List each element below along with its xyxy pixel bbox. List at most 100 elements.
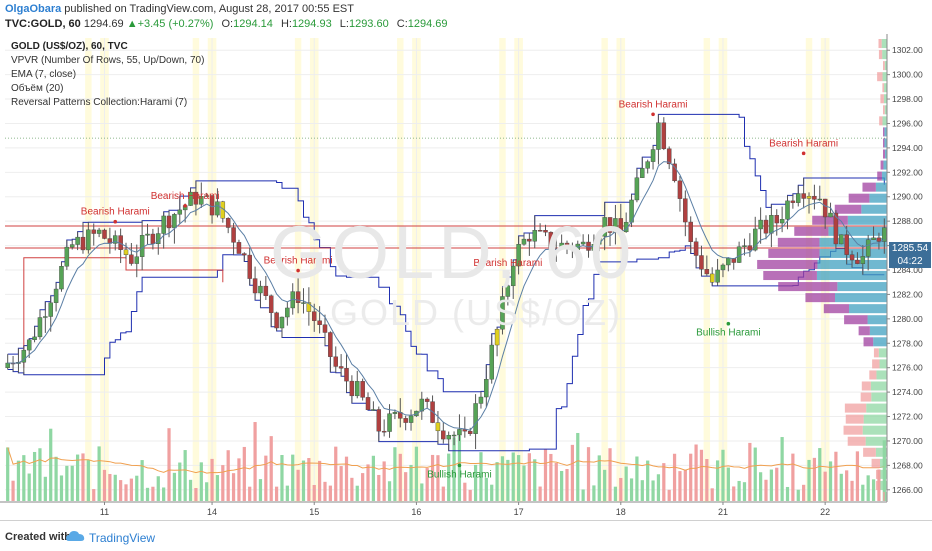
legend-ema[interactable]: EMA (7, close) bbox=[11, 69, 77, 80]
publish-line: OlgaObara published on TradingView.com, … bbox=[5, 3, 354, 15]
candle bbox=[129, 243, 134, 266]
volume-bar bbox=[640, 480, 644, 501]
candle bbox=[91, 223, 96, 246]
volume-bar bbox=[694, 444, 698, 501]
candle bbox=[322, 314, 328, 346]
vp-row-down bbox=[879, 116, 883, 126]
candle-body bbox=[317, 320, 322, 325]
candle-body bbox=[543, 230, 548, 233]
vp-row-up bbox=[881, 171, 887, 181]
y-tick-label: 1274.00 bbox=[892, 387, 923, 397]
volume-bar bbox=[828, 461, 833, 501]
candle bbox=[505, 276, 511, 306]
candle bbox=[752, 216, 758, 252]
vp-row-up bbox=[875, 182, 887, 192]
volume-ma bbox=[7, 447, 885, 474]
watermark-name: GOLD (US$/OZ) bbox=[330, 292, 623, 333]
candle-body bbox=[855, 259, 860, 264]
candle-body bbox=[457, 429, 462, 436]
last-price-tag-value: 1285.54 bbox=[891, 243, 929, 254]
candle bbox=[360, 378, 365, 401]
candle bbox=[640, 157, 645, 178]
vp-row-up bbox=[847, 215, 887, 225]
legend-vpvr[interactable]: VPVR (Number Of Rows, 55, Up/Down, 70) bbox=[11, 55, 205, 66]
candle bbox=[16, 348, 21, 373]
volume-bar bbox=[108, 473, 112, 501]
volume-bar bbox=[183, 450, 187, 501]
candle-body bbox=[532, 230, 537, 242]
harami-marker bbox=[113, 219, 118, 224]
candle bbox=[801, 177, 806, 209]
candle-body bbox=[537, 230, 543, 232]
candle-body bbox=[634, 177, 640, 201]
vp-row-up bbox=[878, 348, 887, 358]
vp-row-up bbox=[880, 480, 887, 490]
volume-bar bbox=[210, 458, 214, 501]
vp-row-down bbox=[869, 370, 877, 380]
candle-body bbox=[129, 254, 134, 264]
volume-bar bbox=[737, 480, 741, 501]
candle bbox=[113, 230, 118, 251]
vp-row-down bbox=[777, 237, 820, 247]
volume-bar bbox=[226, 450, 230, 501]
candle bbox=[69, 239, 75, 250]
legend-harami[interactable]: Reversal Patterns Collection:Harami (7) bbox=[11, 97, 188, 108]
legend-main[interactable]: GOLD (US$/OZ), 60, TVC bbox=[11, 41, 128, 52]
vp-row-up bbox=[865, 436, 887, 446]
volume-bar bbox=[425, 468, 429, 501]
vp-row-down bbox=[845, 414, 864, 424]
open-value: 1294.14 bbox=[233, 18, 273, 30]
candle bbox=[699, 245, 704, 277]
volume-profile bbox=[757, 39, 887, 501]
legend-volume[interactable]: Объём (20) bbox=[11, 83, 64, 94]
candle-body bbox=[564, 242, 570, 247]
candle-body bbox=[790, 200, 796, 203]
volume-bar bbox=[387, 481, 392, 501]
candle bbox=[32, 326, 37, 343]
x-tick-label: 21 bbox=[718, 507, 728, 517]
vp-row-down bbox=[858, 326, 870, 336]
volume-bar bbox=[732, 486, 736, 501]
volume-bar bbox=[231, 473, 236, 501]
candle bbox=[591, 234, 597, 253]
candle bbox=[344, 354, 349, 393]
volume-bar bbox=[280, 455, 284, 501]
candle-body bbox=[113, 235, 118, 244]
y-tick-label: 1272.00 bbox=[892, 412, 923, 422]
harami-marker bbox=[801, 151, 806, 156]
vp-row-down bbox=[848, 193, 870, 203]
candle-body bbox=[613, 218, 618, 233]
candle-body bbox=[640, 168, 645, 178]
candle bbox=[645, 159, 650, 174]
vp-row-down bbox=[873, 348, 879, 358]
candle-body bbox=[225, 218, 231, 228]
vp-row-down bbox=[823, 304, 850, 314]
vp-row-up bbox=[885, 149, 887, 159]
candle-body bbox=[844, 234, 849, 255]
volume-bar bbox=[861, 484, 865, 501]
top-bar: OlgaObara published on TradingView.com, … bbox=[0, 0, 932, 34]
candle bbox=[537, 223, 543, 232]
candle-body bbox=[161, 215, 166, 234]
axes: 1302.00 1300.00 1298.00 1296.00 1294.00 1292.… bbox=[0, 34, 923, 517]
candle bbox=[693, 237, 699, 268]
candle bbox=[102, 228, 107, 240]
tradingview-brand-link[interactable]: TradingView bbox=[89, 531, 156, 545]
candle-body bbox=[258, 285, 263, 294]
vp-row-down bbox=[880, 94, 884, 104]
volume-bar bbox=[414, 446, 419, 501]
candle-body bbox=[715, 269, 720, 283]
volume-bar bbox=[473, 464, 478, 501]
volume-bar bbox=[86, 460, 90, 501]
vp-row-down bbox=[880, 160, 884, 170]
vp-row-down bbox=[860, 392, 872, 402]
candle-body bbox=[736, 246, 742, 263]
author-link[interactable]: OlgaObara bbox=[5, 3, 62, 15]
volume-bar bbox=[495, 462, 499, 501]
tradingview-cloud-icon bbox=[66, 531, 85, 541]
volume-bar bbox=[871, 479, 876, 501]
volume-bar bbox=[533, 459, 537, 501]
vp-row-up bbox=[882, 72, 887, 82]
volume-bar bbox=[366, 464, 370, 501]
